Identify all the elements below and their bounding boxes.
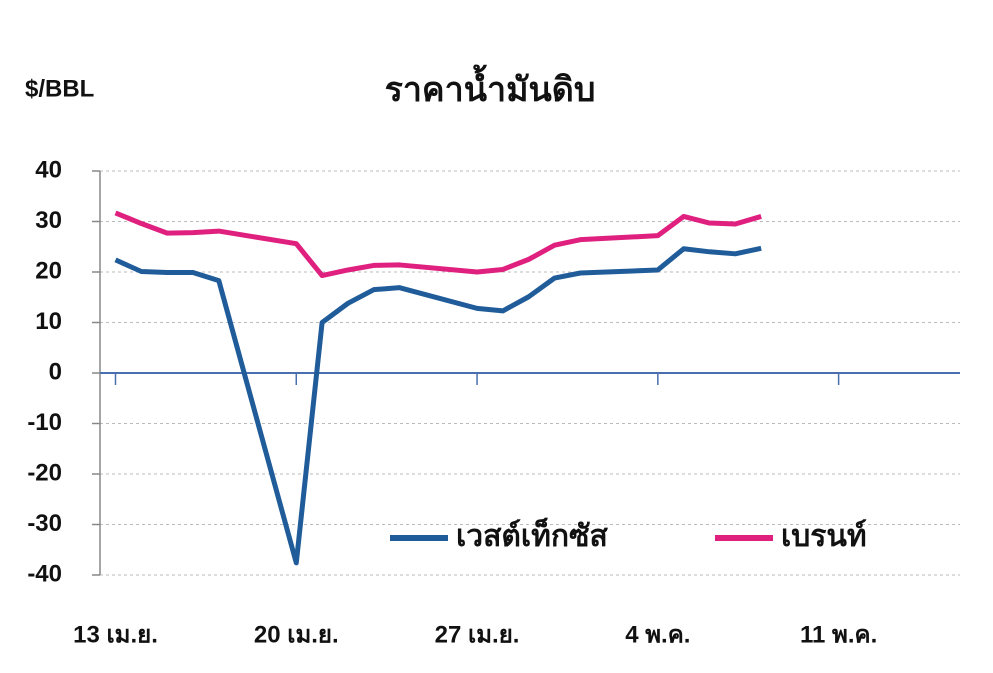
x-tick-label: 11 พ.ค.	[800, 621, 877, 648]
y-axis-label: $/BBL	[25, 75, 94, 102]
x-tick-label: 4 พ.ค.	[625, 621, 690, 648]
series-line	[114, 210, 762, 279]
y-tick-label: 30	[35, 207, 62, 234]
chart-title: ราคาน้ำมันดิบ	[385, 64, 596, 109]
y-tick-label: 20	[35, 257, 62, 284]
y-tick-label: 40	[35, 156, 62, 183]
y-tick-label: -10	[27, 409, 62, 436]
legend-label: เวสต์เท็กซัส	[456, 517, 608, 553]
y-tick-label: 10	[35, 308, 62, 335]
y-tick-label: -30	[27, 510, 62, 537]
x-tick-label: 27 เม.ย.	[435, 621, 520, 648]
x-tick-label: 20 เม.ย.	[254, 621, 339, 648]
series-line	[114, 245, 762, 566]
y-tick-label: 0	[49, 358, 62, 385]
legend-label: เบรนท์	[781, 519, 867, 553]
x-tick-label: 13 เม.ย.	[73, 621, 158, 648]
y-tick-label: -40	[27, 560, 62, 587]
y-tick-label: -20	[27, 459, 62, 486]
